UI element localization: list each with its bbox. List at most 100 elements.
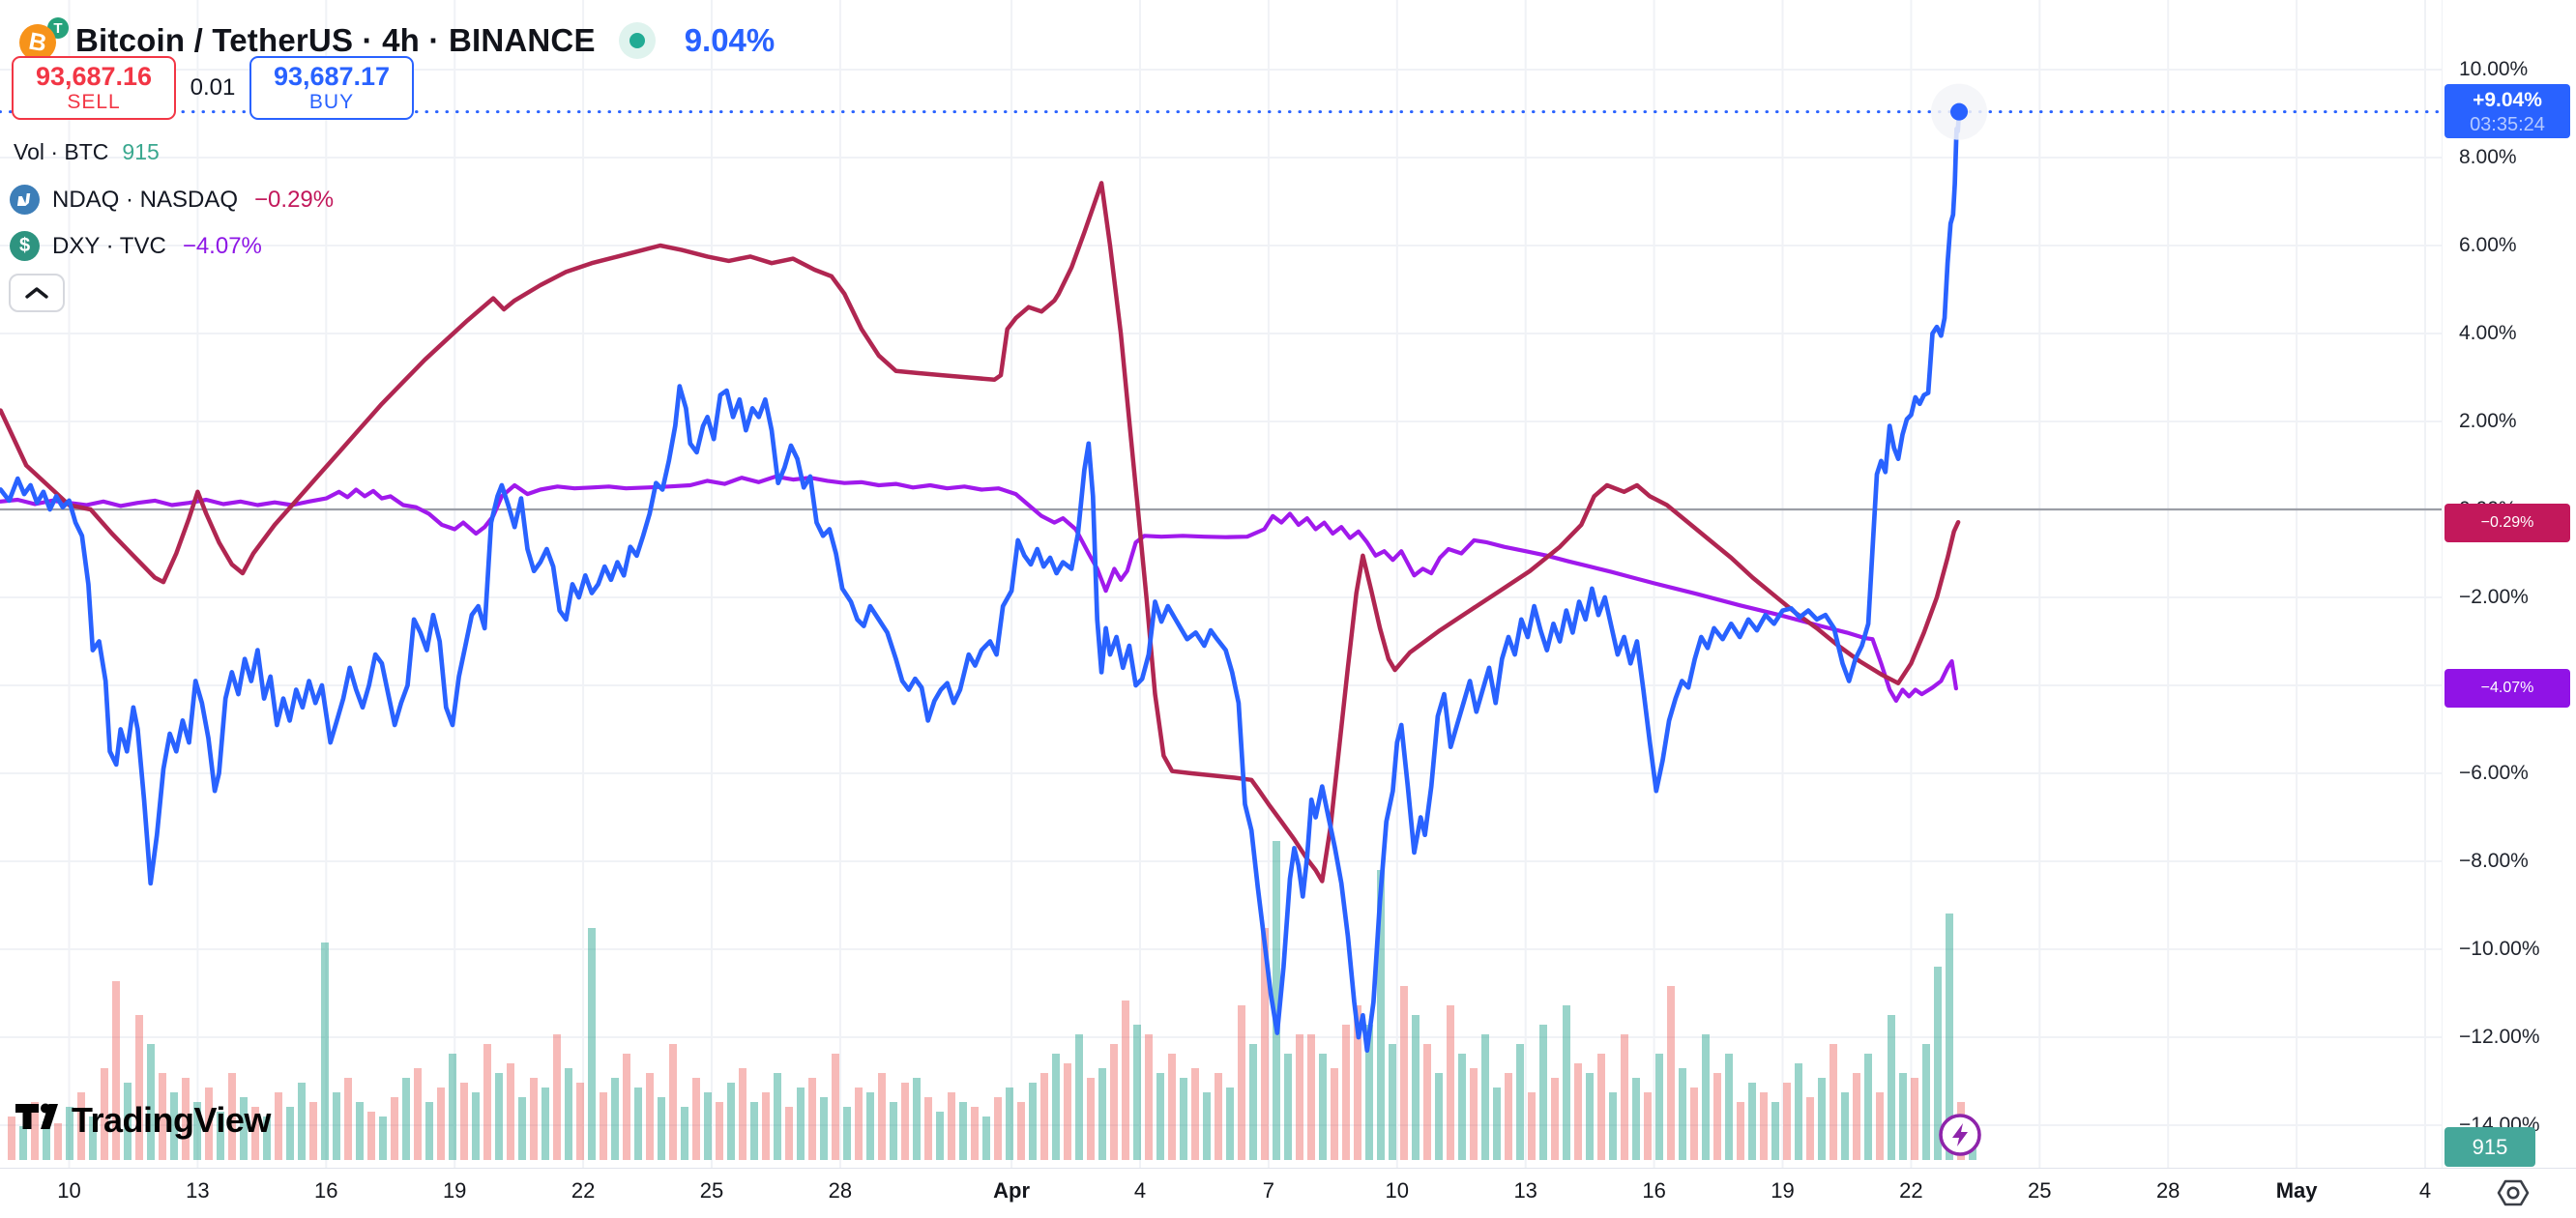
volume-bar — [1551, 1078, 1559, 1160]
trade-buttons: 93,687.16 SELL 0.01 93,687.17 BUY — [12, 56, 414, 120]
symbol-title[interactable]: Bitcoin / TetherUS · 4h · BINANCE — [75, 22, 596, 58]
volume-bar — [193, 1102, 201, 1160]
time-axis-label: 22 — [1899, 1178, 1923, 1203]
volume-bar — [1934, 967, 1942, 1160]
volume-bar — [1864, 1054, 1872, 1160]
volume-bar — [1435, 1073, 1443, 1160]
volume-legend-label: Vol · BTC — [14, 139, 109, 164]
volume-bar — [971, 1107, 979, 1160]
volume-bar — [1017, 1102, 1025, 1160]
volume-bar — [669, 1044, 677, 1160]
volume-bar — [982, 1116, 990, 1160]
volume-bar — [1806, 1097, 1814, 1160]
volume-bar — [530, 1078, 538, 1160]
volume-bar — [762, 1092, 770, 1160]
volume-bar — [785, 1107, 793, 1160]
volume-bar — [704, 1092, 712, 1160]
volume-bar — [472, 1092, 480, 1160]
volume-bar — [1133, 1025, 1141, 1160]
price-axis-label: −6.00% — [2459, 762, 2529, 784]
volume-bar — [333, 1092, 340, 1160]
series-btcusdt[interactable] — [0, 109, 1962, 1054]
volume-bar — [1458, 1054, 1466, 1160]
volume-legend[interactable]: Vol · BTC 915 — [14, 139, 160, 165]
volume-bar — [832, 1054, 839, 1160]
time-axis-label: 13 — [186, 1178, 210, 1203]
volume-bar — [611, 1078, 619, 1160]
price-axis-label: 8.00% — [2459, 146, 2517, 168]
volume-bar — [1400, 986, 1408, 1160]
volume-bar — [1597, 1054, 1605, 1160]
tradingview-logo[interactable]: TradingView — [15, 1100, 271, 1141]
volume-bar — [101, 1068, 108, 1160]
tradingview-mark-icon — [15, 1103, 58, 1129]
time-axis-label: Apr — [993, 1178, 1031, 1203]
volume-bar — [1679, 1068, 1686, 1160]
collapse-legend-button[interactable] — [9, 274, 65, 312]
volume-bar — [1783, 1083, 1791, 1160]
volume-bar — [565, 1068, 572, 1160]
volume-bar — [495, 1073, 503, 1160]
legend-ndaq-name: NDAQ · NASDAQ — [52, 186, 239, 213]
dxy-price-badge: −4.07% — [2444, 669, 2570, 708]
volume-bar — [1156, 1073, 1164, 1160]
volume-bar — [309, 1102, 317, 1160]
chevron-up-icon — [25, 287, 48, 299]
price-axis-label: −10.00% — [2459, 938, 2540, 960]
volume-bar — [1377, 870, 1385, 1160]
price-axis[interactable]: −14.00%−12.00%−10.00%−8.00%−6.00%−4.00%−… — [2442, 0, 2576, 1168]
volume-bar — [1470, 1068, 1478, 1160]
volume-bar — [843, 1107, 851, 1160]
volume-bar — [483, 1044, 491, 1160]
symbol-change-percent: 9.04% — [684, 22, 776, 58]
volume-bar — [1273, 841, 1280, 1160]
volume-bar — [228, 1073, 236, 1160]
time-axis-label: 28 — [828, 1178, 853, 1203]
legend-dxy[interactable]: $ DXY · TVC −4.07% — [10, 231, 262, 261]
volume-bar — [460, 1083, 468, 1160]
volume-bar — [240, 1097, 248, 1160]
volume-bar — [112, 981, 120, 1160]
volume-bar — [367, 1112, 375, 1160]
time-axis-label: 25 — [699, 1178, 724, 1203]
volume-bar — [1145, 1034, 1153, 1160]
axis-settings-button[interactable] — [2491, 1172, 2535, 1214]
spread-value: 0.01 — [190, 74, 236, 101]
buy-button[interactable]: 93,687.17 BUY — [249, 56, 414, 120]
volume-bar — [1389, 1044, 1396, 1160]
volume-bar — [1087, 1078, 1095, 1160]
volume-bar — [1052, 1054, 1060, 1160]
volume-bar — [1563, 1005, 1570, 1160]
boost-lightning-icon[interactable] — [1937, 1112, 1983, 1158]
volume-bar — [727, 1083, 735, 1160]
time-axis-label: May — [2275, 1178, 2318, 1203]
volume-bar — [1203, 1092, 1211, 1160]
time-axis[interactable]: 10 13 16 19 22 25 28 Apr 4 7 10 13 16 19 22 25 28 May 4 — [0, 1168, 2576, 1218]
legend-ndaq[interactable]: NDAQ · NASDAQ −0.29% — [10, 185, 334, 215]
volume-bar — [1040, 1073, 1048, 1160]
series-ndaq[interactable] — [0, 181, 1961, 884]
sell-button[interactable]: 93,687.16 SELL — [12, 56, 176, 120]
volume-bar — [1307, 1034, 1315, 1160]
time-axis-label: 19 — [1771, 1178, 1795, 1203]
series-dxy[interactable] — [0, 474, 1959, 704]
volume-bar — [1493, 1088, 1501, 1160]
volume-bar — [959, 1102, 967, 1160]
volume-bar — [1771, 1102, 1779, 1160]
volume-bar — [507, 1063, 514, 1160]
volume-bar — [1226, 1088, 1234, 1160]
volume-bar — [797, 1088, 805, 1160]
tradingview-logo-text: TradingView — [72, 1100, 271, 1140]
volume-bar — [1296, 1034, 1303, 1160]
volume-bar — [1574, 1063, 1582, 1160]
volume-bar — [808, 1078, 816, 1160]
market-status-icon[interactable] — [618, 22, 656, 59]
price-axis-label: 6.00% — [2459, 234, 2517, 256]
time-axis-label: 13 — [1513, 1178, 1537, 1203]
volume-bar — [890, 1102, 897, 1160]
volume-bar — [1110, 1044, 1118, 1160]
volume-bar — [716, 1102, 723, 1160]
volume-bar — [1899, 1073, 1907, 1160]
volume-bar — [1760, 1092, 1768, 1160]
